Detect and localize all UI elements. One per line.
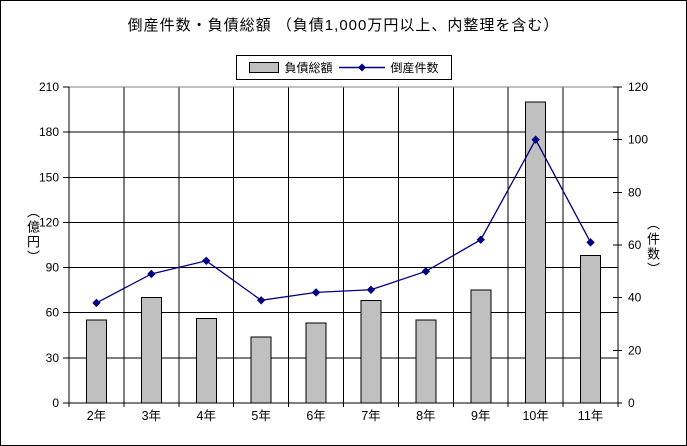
chart-title: 倒産件数・負債総額 （負債1,000万円以上、内整理を含む）: [127, 17, 560, 34]
legend-bar-swatch-icon: [248, 62, 279, 73]
line-marker: [366, 285, 376, 294]
legend-line-label: 倒産件数: [390, 61, 439, 75]
left-axis-tick-label: 60: [46, 306, 60, 320]
bar: [140, 297, 162, 404]
left-axis-tick-label: 120: [39, 215, 59, 229]
bar: [305, 322, 327, 404]
left-axis-title: （億円）: [25, 205, 40, 265]
right-axis-tick-label: 100: [628, 133, 648, 147]
x-axis-label: 8年: [416, 409, 435, 423]
bar: [415, 319, 437, 404]
line-marker: [92, 298, 101, 308]
line-marker: [256, 296, 266, 305]
right-axis-tick-label: 80: [628, 185, 642, 199]
line-marker: [586, 238, 595, 247]
line-marker: [147, 269, 156, 279]
line-marker: [421, 267, 431, 276]
x-axis-label: 2年: [87, 409, 106, 423]
line-marker: [202, 256, 211, 265]
legend: 負債総額 倒産件数: [235, 55, 452, 80]
right-axis-tick-label: 120: [628, 80, 648, 94]
left-axis-tick-label: 0: [52, 396, 59, 410]
right-axis-tick-label: 0: [628, 396, 635, 410]
x-axis-label: 5年: [251, 409, 270, 423]
bar: [85, 319, 107, 404]
x-axis-label: 10年: [522, 409, 548, 423]
left-axis-tick-label: 30: [46, 351, 60, 365]
x-axis-label: 9年: [471, 409, 490, 423]
line-series: [96, 138, 592, 304]
right-axis-tick-label: 40: [628, 291, 642, 305]
x-axis-label: 7年: [361, 409, 380, 423]
x-axis-label: 11年: [578, 409, 603, 423]
legend-bar-label: 負債総額: [284, 61, 333, 75]
line-marker: [311, 288, 321, 297]
line-marker: [531, 135, 540, 144]
right-axis-title: （件数）: [645, 217, 660, 277]
left-axis-tick-label: 90: [46, 261, 60, 275]
bar: [360, 300, 382, 404]
bar: [470, 289, 492, 404]
right-axis-tick-label: 60: [628, 238, 642, 252]
bar: [250, 336, 272, 404]
x-axis-label: 4年: [197, 409, 216, 423]
line-marker: [476, 235, 485, 244]
x-axis-label: 3年: [142, 409, 161, 423]
bar: [580, 255, 602, 404]
x-axis-label: 6年: [306, 409, 325, 423]
bar: [525, 101, 547, 404]
legend-line-swatch-icon: [338, 63, 385, 72]
left-axis-tick-label: 210: [39, 80, 59, 94]
bar: [195, 318, 217, 404]
right-axis-tick-label: 20: [628, 343, 642, 357]
left-axis-tick-label: 180: [39, 125, 59, 139]
left-axis-tick-label: 150: [39, 170, 59, 184]
